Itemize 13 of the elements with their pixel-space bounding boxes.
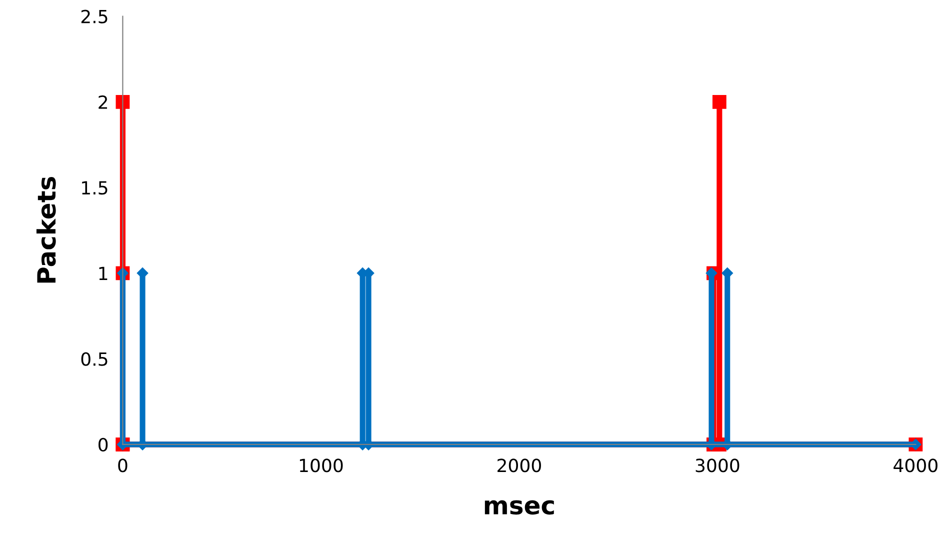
- y-tick-label: 0.5: [81, 352, 108, 366]
- y-axis-title: Packets: [36, 176, 56, 283]
- y-tick-label: 1.5: [82, 181, 108, 195]
- x-tick-label: 2000: [498, 458, 541, 472]
- y-tick-label: 2.5: [81, 10, 108, 24]
- x-tick-label: 0: [118, 458, 128, 472]
- y-tick-label: 0: [98, 438, 108, 452]
- x-tick-label: 3000: [696, 458, 740, 472]
- x-tick-label: 4000: [894, 458, 938, 472]
- y-tick-label: 2: [98, 95, 108, 109]
- x-tick-label: 1000: [300, 458, 343, 472]
- y-tick-label: 1: [99, 266, 108, 280]
- x-axis-title: msec: [484, 500, 554, 515]
